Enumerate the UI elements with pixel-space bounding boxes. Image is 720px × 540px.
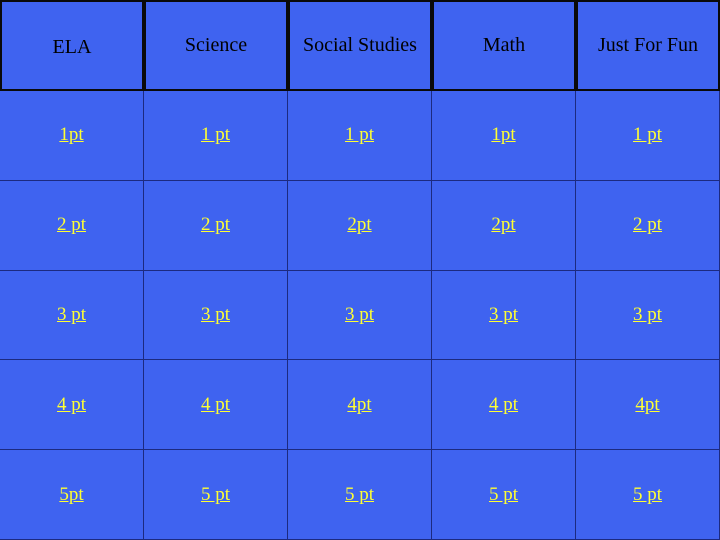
point-grid: 1pt 1 pt 1 pt 1pt 1 pt 2 pt 2 pt 2pt 2pt… — [0, 91, 720, 540]
science-4pt-link[interactable]: 4 pt — [200, 393, 231, 415]
social-studies-2pt-link[interactable]: 2pt — [347, 214, 372, 236]
social-studies-3pt-link[interactable]: 3 pt — [344, 303, 375, 325]
category-just-for-fun: Just For Fun — [576, 0, 720, 91]
fun-2pt-link[interactable]: 2 pt — [632, 214, 663, 236]
category-header-row: ELA Science Social Studies Math Just For… — [0, 0, 720, 91]
ela-1pt-link[interactable]: 1pt — [59, 124, 84, 146]
grid-cell: 1pt — [432, 91, 576, 181]
ela-4pt-link[interactable]: 4 pt — [56, 393, 87, 415]
category-social-studies: Social Studies — [288, 0, 432, 91]
social-studies-4pt-link[interactable]: 4pt — [347, 393, 372, 415]
math-4pt-link[interactable]: 4 pt — [488, 393, 519, 415]
grid-cell: 1pt — [0, 91, 144, 181]
grid-cell: 1 pt — [576, 91, 720, 181]
fun-5pt-link[interactable]: 5 pt — [632, 483, 663, 505]
social-studies-5pt-link[interactable]: 5 pt — [344, 483, 375, 505]
grid-cell: 4 pt — [0, 360, 144, 451]
grid-cell: 1 pt — [144, 91, 288, 181]
ela-5pt-link[interactable]: 5pt — [59, 483, 84, 505]
grid-cell: 3 pt — [144, 270, 288, 361]
science-5pt-link[interactable]: 5 pt — [200, 483, 231, 505]
fun-3pt-link[interactable]: 3 pt — [632, 303, 663, 325]
grid-cell: 3 pt — [288, 270, 432, 361]
ela-3pt-link[interactable]: 3 pt — [56, 303, 87, 325]
category-ela: ELA — [0, 0, 144, 91]
grid-cell: 5 pt — [576, 450, 720, 540]
grid-cell: 5 pt — [432, 450, 576, 540]
grid-cell: 5 pt — [144, 450, 288, 540]
grid-cell: 4 pt — [432, 360, 576, 451]
fun-1pt-link[interactable]: 1 pt — [632, 124, 663, 146]
grid-cell: 2 pt — [0, 180, 144, 271]
grid-cell: 1 pt — [288, 91, 432, 181]
grid-cell: 3 pt — [432, 270, 576, 361]
grid-cell: 4pt — [288, 360, 432, 451]
fun-4pt-link[interactable]: 4pt — [635, 393, 660, 415]
science-1pt-link[interactable]: 1 pt — [200, 124, 231, 146]
math-2pt-link[interactable]: 2pt — [491, 214, 516, 236]
science-2pt-link[interactable]: 2 pt — [200, 214, 231, 236]
grid-cell: 2pt — [288, 180, 432, 271]
grid-cell: 2 pt — [144, 180, 288, 271]
math-5pt-link[interactable]: 5 pt — [488, 483, 519, 505]
grid-cell: 3 pt — [576, 270, 720, 361]
math-1pt-link[interactable]: 1pt — [491, 124, 516, 146]
grid-cell: 5 pt — [288, 450, 432, 540]
social-studies-1pt-link[interactable]: 1 pt — [344, 124, 375, 146]
grid-cell: 2pt — [432, 180, 576, 271]
category-math: Math — [432, 0, 576, 91]
category-science: Science — [144, 0, 288, 91]
grid-cell: 2 pt — [576, 180, 720, 271]
math-3pt-link[interactable]: 3 pt — [488, 303, 519, 325]
science-3pt-link[interactable]: 3 pt — [200, 303, 231, 325]
grid-cell: 4pt — [576, 360, 720, 451]
grid-cell: 5pt — [0, 450, 144, 540]
ela-2pt-link[interactable]: 2 pt — [56, 214, 87, 236]
grid-cell: 4 pt — [144, 360, 288, 451]
grid-cell: 3 pt — [0, 270, 144, 361]
